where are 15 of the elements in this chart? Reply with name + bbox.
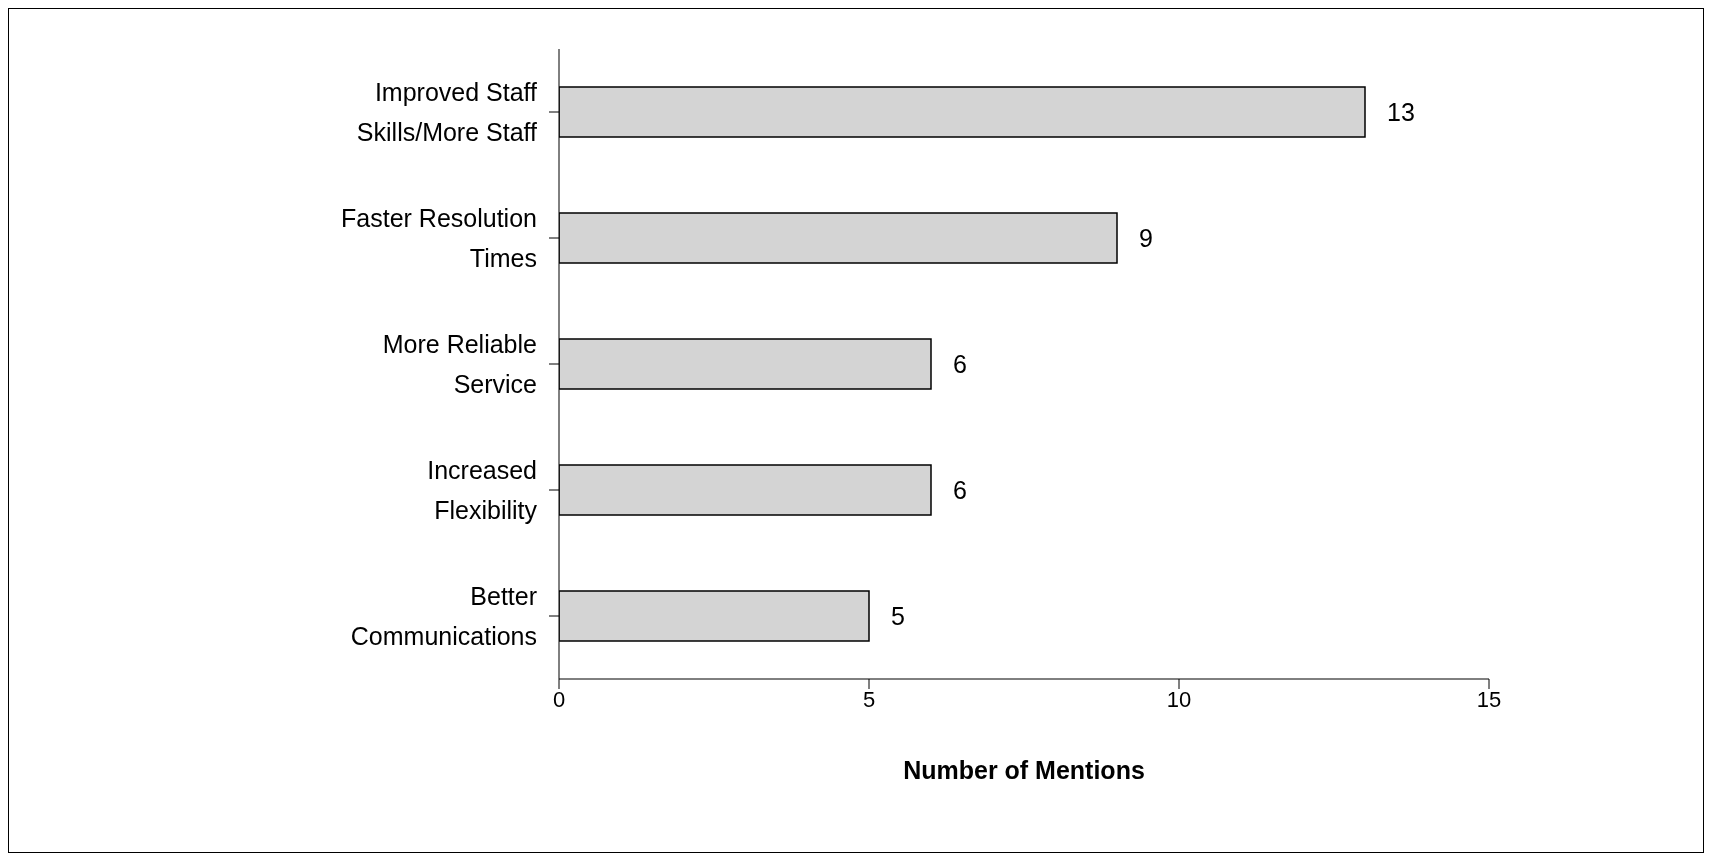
data-label: 6 — [953, 475, 967, 504]
data-label: 5 — [891, 601, 905, 630]
x-tick-label: 5 — [862, 686, 876, 712]
y-tick-label: Improved Staff Skills/More Staff — [356, 78, 538, 146]
y-tick-label: Increased Flexibility — [427, 456, 538, 524]
data-label: 6 — [953, 349, 967, 378]
x-tick-label: 15 — [1476, 686, 1502, 712]
y-tick-label: More Reliable Service — [382, 330, 537, 398]
x-axis-title: Number of Mentions — [903, 756, 1145, 784]
y-tick-label: Better Communications — [350, 582, 537, 650]
y-tick-label: Faster Resolution Times — [341, 204, 537, 272]
data-label: 9 — [1139, 223, 1153, 252]
data-label: 13 — [1387, 97, 1415, 126]
x-tick-label: 0 — [552, 686, 566, 712]
x-tick-label: 10 — [1166, 686, 1192, 712]
